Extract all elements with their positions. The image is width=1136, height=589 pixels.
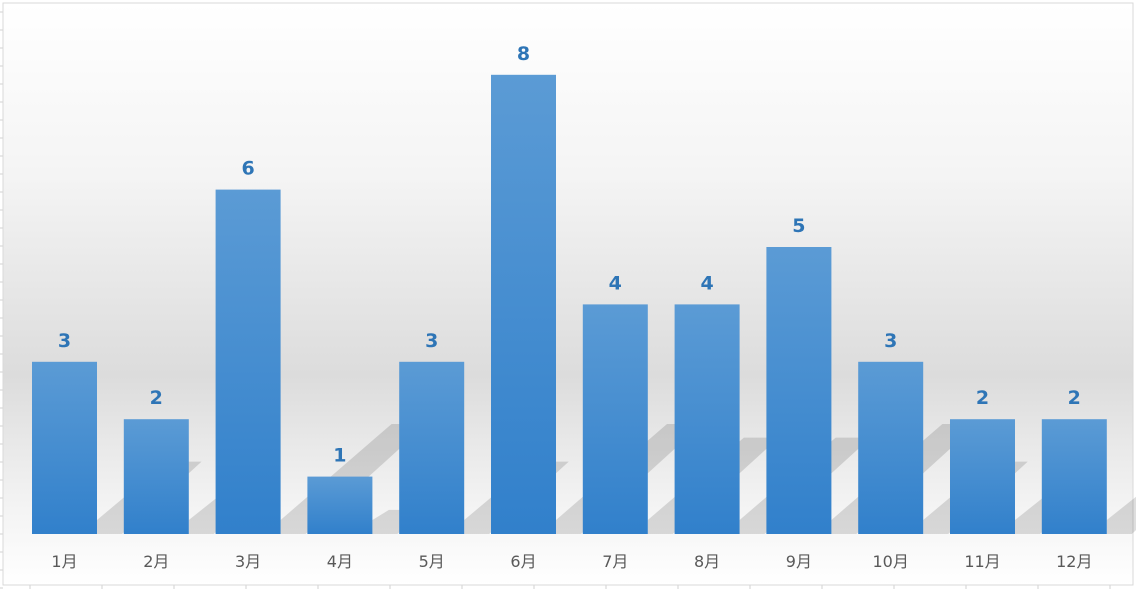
data-label: 2 (976, 387, 989, 409)
bar-8月 (674, 304, 740, 534)
x-tick-label: 7月 (602, 552, 628, 571)
data-label: 2 (150, 387, 163, 409)
bar-11月 (950, 419, 1015, 534)
x-tick-label: 2月 (143, 552, 169, 571)
data-label: 5 (792, 215, 805, 237)
x-tick-label: 12月 (1056, 552, 1092, 571)
data-label: 8 (517, 43, 530, 65)
x-tick-label: 8月 (694, 552, 720, 571)
data-label: 2 (1068, 387, 1081, 409)
data-label: 3 (884, 330, 897, 352)
bar-4月 (307, 476, 373, 534)
data-label: 3 (58, 330, 71, 352)
data-label: 1 (333, 445, 346, 467)
bar-shadow (1106, 496, 1136, 534)
data-label: 4 (609, 272, 622, 294)
x-tick-label: 4月 (327, 552, 353, 571)
data-label: 4 (700, 272, 713, 294)
x-tick-label: 10月 (873, 552, 909, 571)
bar-9月 (766, 247, 832, 534)
data-label: 3 (425, 330, 438, 352)
bar-7月 (582, 304, 648, 534)
bar-5月 (399, 361, 465, 534)
bar-12月 (1041, 419, 1107, 534)
x-tick-label: 11月 (964, 552, 1000, 571)
bar-6月 (491, 74, 556, 535)
bar-1月 (32, 361, 97, 534)
bar-3月 (215, 189, 281, 534)
data-label: 6 (241, 158, 254, 180)
bar-10月 (858, 361, 924, 534)
x-tick-label: 1月 (51, 552, 77, 571)
bar-2月 (123, 419, 189, 534)
x-tick-label: 9月 (786, 552, 812, 571)
x-tick-label: 3月 (235, 552, 261, 571)
x-tick-label: 5月 (419, 552, 445, 571)
x-tick-label: 6月 (510, 552, 536, 571)
